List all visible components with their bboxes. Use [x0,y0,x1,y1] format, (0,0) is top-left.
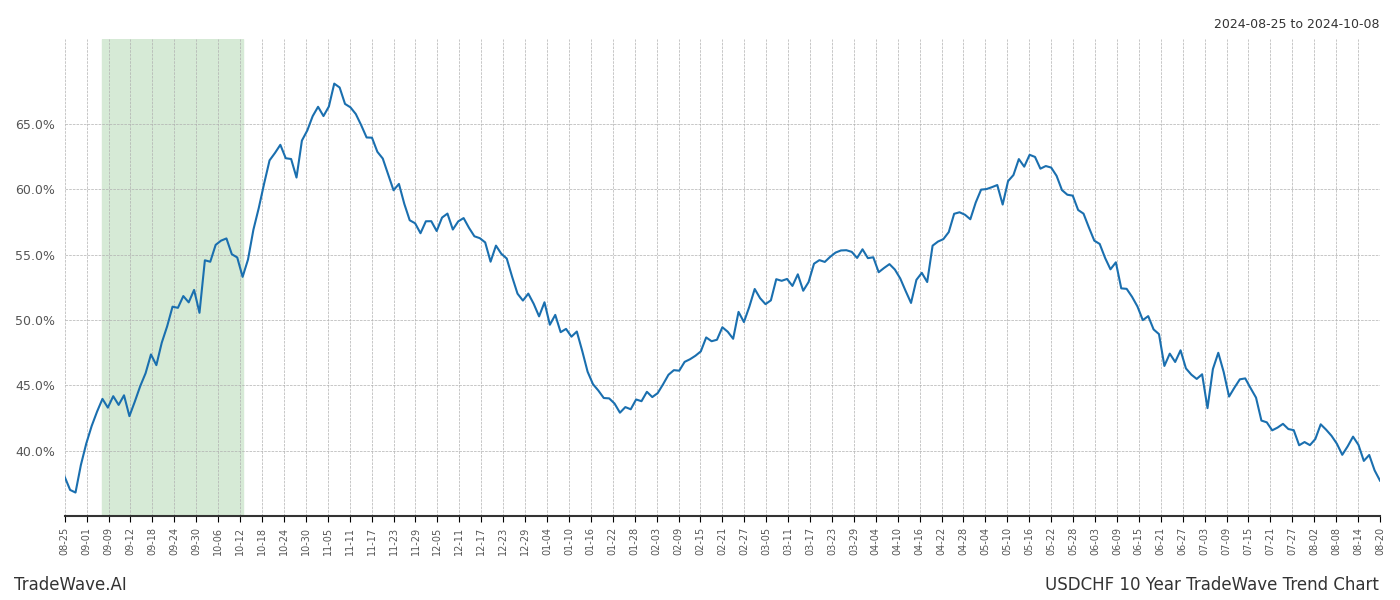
Text: TradeWave.AI: TradeWave.AI [14,576,127,594]
Bar [102,39,242,516]
Text: 2024-08-25 to 2024-10-08: 2024-08-25 to 2024-10-08 [1214,18,1379,31]
Text: USDCHF 10 Year TradeWave Trend Chart: USDCHF 10 Year TradeWave Trend Chart [1046,576,1379,594]
